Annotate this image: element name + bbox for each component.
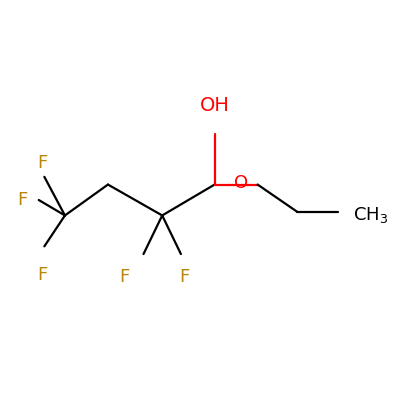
Text: F: F (17, 191, 27, 209)
Text: F: F (37, 266, 48, 284)
Text: O: O (234, 174, 248, 192)
Text: F: F (120, 268, 130, 286)
Text: CH$_3$: CH$_3$ (353, 206, 388, 226)
Text: OH: OH (200, 96, 230, 115)
Text: F: F (37, 154, 48, 172)
Text: F: F (180, 268, 190, 286)
